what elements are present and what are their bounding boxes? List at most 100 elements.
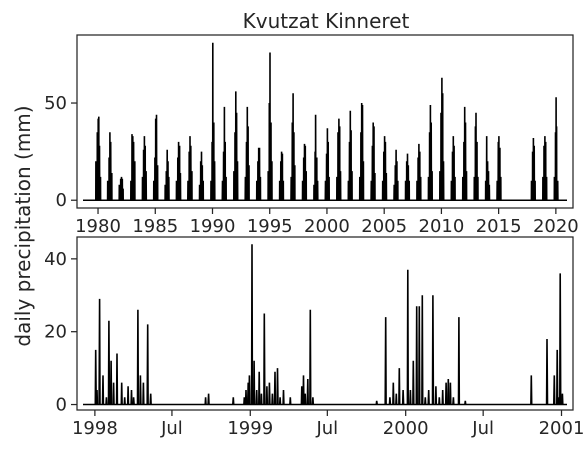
top-panel-frame	[76, 34, 574, 209]
x-tick-label: 2001	[539, 418, 585, 439]
y-tick-label: 0	[56, 190, 67, 211]
season-spikes-2013-14	[484, 136, 491, 201]
season-spikes-1982-83	[130, 134, 136, 201]
x-tick-label: 1980	[75, 216, 121, 237]
season-spikes-1990-91	[221, 106, 227, 201]
precip-spike	[300, 386, 303, 405]
y-tick-label: 20	[44, 322, 67, 343]
precip-spike	[260, 393, 263, 405]
season-spikes-2001-02	[347, 110, 353, 201]
precip-spike	[258, 371, 261, 405]
precip-spike	[244, 389, 248, 405]
season-spikes-2010-11	[450, 136, 456, 201]
precip-spike	[434, 386, 438, 405]
precip-spike	[452, 397, 455, 405]
season-spikes-1994-95	[267, 52, 273, 201]
precip-spike	[306, 378, 309, 405]
precip-spike	[282, 389, 285, 405]
precip-spike	[401, 389, 405, 405]
precip-spike	[406, 269, 410, 405]
precip-spike	[278, 397, 282, 405]
season-spikes-2000-01	[335, 118, 342, 201]
x-tick-label: 1999	[227, 418, 273, 439]
season-spikes-2018-19	[541, 136, 548, 201]
precip-spike	[98, 298, 101, 405]
precip-spike	[421, 295, 424, 405]
precip-spike	[556, 349, 559, 405]
bottom-panel-1998-2000: 1998 Jul 1999 Jul 2000 Jul 2001 0 20 40	[44, 236, 584, 439]
season-spikes-2017-18	[530, 137, 537, 201]
precip-spike	[431, 295, 435, 405]
precip-spike	[109, 360, 113, 405]
precip-spike	[94, 349, 97, 405]
precip-spike	[384, 317, 387, 405]
precip-spike	[95, 389, 99, 405]
x-tick-label: Jul	[315, 418, 338, 439]
top-panel-full-record: 1980 1985 1990 1995 2000 2005 2010 2015 2020 0 50	[44, 34, 579, 237]
x-tick-label: Jul	[471, 418, 494, 439]
season-spikes-2007-08	[416, 143, 422, 201]
x-tick-label: 2000	[304, 216, 350, 237]
precip-spike	[302, 375, 305, 405]
precip-spike	[392, 382, 395, 405]
precip-spike	[415, 306, 419, 405]
precip-spike	[558, 273, 562, 405]
precip-spike	[255, 389, 258, 405]
precip-spike	[105, 397, 108, 405]
season-spikes-2012-13	[473, 112, 479, 201]
precip-spike	[309, 309, 312, 405]
precip-spike	[441, 389, 444, 405]
season-spikes-1992-93	[244, 106, 250, 201]
precip-spike	[412, 360, 415, 405]
precip-spike	[449, 382, 452, 405]
precip-spike	[142, 382, 145, 405]
x-tick-label: 1998	[72, 418, 118, 439]
x-tick-label: Jul	[160, 418, 183, 439]
season-spikes-1984-85	[152, 114, 159, 201]
season-spikes-2005-06	[393, 149, 399, 201]
precip-spike	[123, 397, 126, 405]
precip-spike	[447, 378, 450, 405]
precip-spike	[146, 324, 149, 405]
season-spikes-1991-92	[233, 91, 239, 201]
season-spikes-1980-81	[106, 132, 113, 201]
precip-spike	[530, 375, 533, 405]
season-spikes-1983-84	[141, 136, 148, 201]
precip-spike	[265, 386, 269, 405]
y-axis-label: daily precipitation (mm)	[11, 105, 35, 346]
precip-spike	[409, 389, 412, 405]
x-tick-label: 1990	[190, 216, 236, 237]
season-spikes-1996-97	[290, 93, 296, 201]
season-spikes-2011-12	[461, 106, 468, 201]
season-spikes-1989-90	[210, 42, 216, 201]
precip-spike	[112, 382, 115, 405]
precip-spike	[464, 400, 467, 405]
precip-spike	[457, 317, 461, 405]
precip-spike	[115, 353, 119, 405]
precip-spike	[444, 382, 448, 405]
season-spikes-1985-86	[164, 149, 170, 201]
x-tick-label: 2020	[533, 216, 579, 237]
chart-title: Kvutzat Kinneret	[243, 9, 410, 33]
season-spikes-1997-98	[301, 143, 308, 201]
x-tick-label: 1995	[247, 216, 293, 237]
precip-spike	[250, 244, 254, 405]
season-spikes-1981-82	[118, 176, 124, 201]
precip-spike	[398, 368, 401, 405]
precip-spike	[424, 397, 427, 405]
precip-spike	[388, 397, 392, 405]
precip-spike	[271, 393, 274, 405]
bottom-panel-ticks: 1998 Jul 1999 Jul 2000 Jul 2001 0 20 40	[44, 249, 584, 439]
season-spikes-1979-80	[95, 116, 102, 201]
season-spikes-2009-10	[438, 77, 445, 201]
precip-spike	[139, 375, 142, 405]
precip-spike	[204, 397, 207, 405]
bottom-panel-series	[83, 244, 567, 406]
precip-spike	[561, 393, 564, 405]
season-spikes-2019-20	[553, 97, 559, 201]
x-tick-label: 1985	[132, 216, 178, 237]
precip-spike	[375, 400, 378, 405]
season-spikes-2003-04	[370, 122, 376, 201]
precip-spike	[248, 375, 251, 405]
